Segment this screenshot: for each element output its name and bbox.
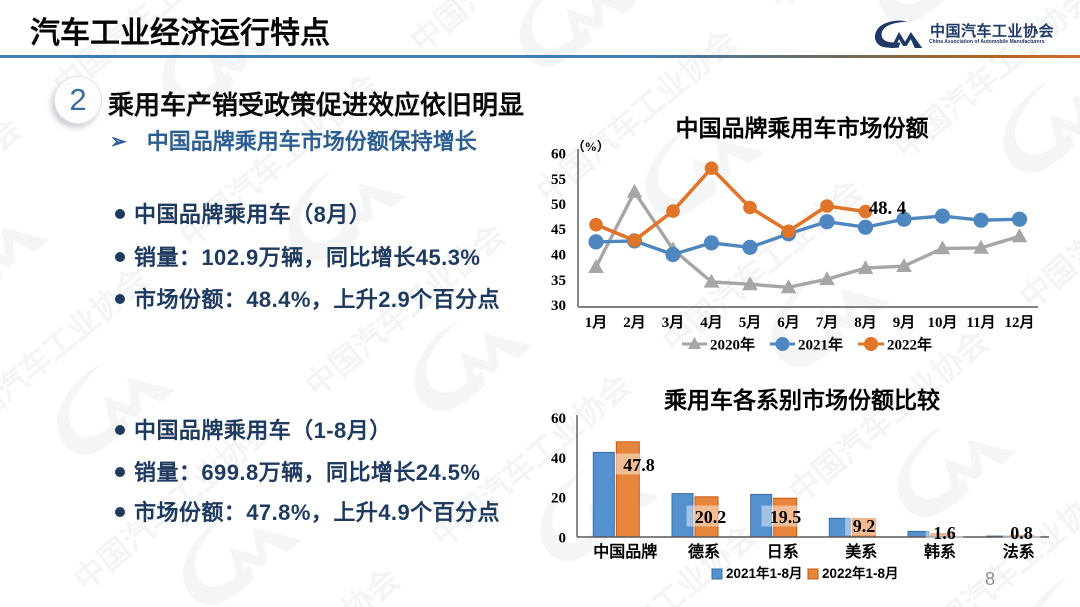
svg-text:11月: 11月 <box>966 314 995 331</box>
svg-text:1.6: 1.6 <box>933 523 956 543</box>
svg-text:20.2: 20.2 <box>695 507 727 527</box>
svg-text:4月: 4月 <box>700 314 723 331</box>
svg-text:1月: 1月 <box>585 314 608 331</box>
svg-text:6月: 6月 <box>777 314 800 331</box>
svg-text:2月: 2月 <box>623 314 646 331</box>
svg-text:19.5: 19.5 <box>770 507 802 527</box>
svg-text:60: 60 <box>551 411 566 427</box>
svg-text:9月: 9月 <box>893 314 916 331</box>
svg-text:法系: 法系 <box>1003 542 1035 561</box>
svg-text:9.2: 9.2 <box>853 516 876 536</box>
svg-text:2020年: 2020年 <box>710 336 755 354</box>
svg-text:美系: 美系 <box>845 542 877 561</box>
svg-text:12月: 12月 <box>1004 314 1034 331</box>
svg-text:0: 0 <box>559 531 567 547</box>
svg-text:日系: 日系 <box>767 543 799 561</box>
svg-text:3月: 3月 <box>662 314 685 331</box>
svg-text:8月: 8月 <box>854 314 877 331</box>
svg-text:55: 55 <box>551 172 566 188</box>
svg-text:45: 45 <box>551 222 566 238</box>
svg-text:2021年1-8月: 2021年1-8月 <box>726 565 803 581</box>
svg-text:30: 30 <box>551 298 566 314</box>
svg-text:5月: 5月 <box>739 314 762 331</box>
svg-text:0.8: 0.8 <box>1010 523 1033 543</box>
svg-text:10月: 10月 <box>927 314 957 331</box>
svg-text:48. 4: 48. 4 <box>869 199 906 219</box>
svg-text:20: 20 <box>551 491 566 507</box>
svg-text:中国品牌乘用车市场份额: 中国品牌乘用车市场份额 <box>676 115 929 141</box>
svg-text:韩系: 韩系 <box>924 542 956 561</box>
svg-text:60: 60 <box>551 147 566 163</box>
svg-text:德系: 德系 <box>688 542 720 561</box>
svg-text:50: 50 <box>551 197 566 213</box>
svg-text:2022年1-8月: 2022年1-8月 <box>822 565 899 581</box>
svg-text:40: 40 <box>551 451 566 467</box>
svg-text:40: 40 <box>551 248 566 264</box>
svg-text:35: 35 <box>551 273 566 289</box>
svg-text:中国品牌: 中国品牌 <box>593 542 657 561</box>
svg-text:47.8: 47.8 <box>623 455 655 475</box>
svg-text:（%）: （%） <box>572 139 610 154</box>
svg-text:2022年: 2022年 <box>887 336 932 354</box>
svg-text:2021年: 2021年 <box>798 336 843 354</box>
svg-text:乘用车各系别市场份额比较: 乘用车各系别市场份额比较 <box>663 387 940 413</box>
svg-text:7月: 7月 <box>816 314 839 331</box>
